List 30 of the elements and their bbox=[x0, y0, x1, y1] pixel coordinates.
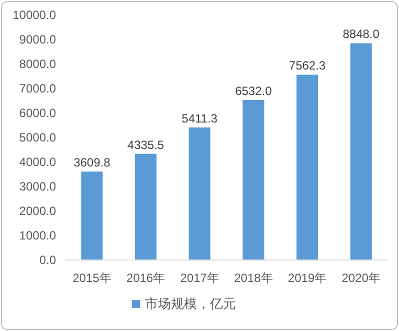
bar bbox=[81, 172, 103, 260]
bar bbox=[296, 74, 318, 260]
y-tick-label: 9000.0 bbox=[19, 32, 56, 46]
y-tick-label: 5000.0 bbox=[19, 130, 56, 144]
data-label: 4335.5 bbox=[127, 138, 164, 152]
bar bbox=[134, 154, 157, 260]
x-tick-label: 2015年 bbox=[72, 271, 112, 285]
y-tick-label: 8000.0 bbox=[19, 57, 56, 71]
data-label: 8848.0 bbox=[342, 27, 380, 42]
data-label: 7562.3 bbox=[288, 58, 326, 73]
y-tick-label: 7000.0 bbox=[19, 82, 56, 96]
legend-label: 市场规模，亿元 bbox=[145, 296, 236, 311]
y-tick-label: 2000.0 bbox=[19, 204, 56, 218]
data-label: 6532.0 bbox=[235, 84, 272, 98]
x-tick-label: 2019年 bbox=[288, 271, 327, 285]
y-tick-label: 6000.0 bbox=[19, 106, 56, 120]
y-tick-label: 1000.0 bbox=[19, 228, 56, 242]
x-tick-label: 2017年 bbox=[180, 271, 219, 285]
y-tick-label: 10000.0 bbox=[12, 8, 56, 22]
data-label: 5411.3 bbox=[182, 111, 218, 126]
y-tick-label: 0.0 bbox=[39, 253, 56, 267]
bar bbox=[350, 43, 372, 260]
y-tick-label: 3000.0 bbox=[19, 180, 56, 194]
bar bbox=[242, 100, 264, 260]
data-label: 3609.8 bbox=[74, 156, 111, 170]
x-tick-label: 2018年 bbox=[234, 271, 273, 285]
x-tick-label: 2016年 bbox=[126, 271, 166, 285]
bar bbox=[188, 127, 210, 260]
x-tick-label: 2020年 bbox=[342, 271, 380, 285]
y-tick-label: 4000.0 bbox=[19, 155, 56, 169]
